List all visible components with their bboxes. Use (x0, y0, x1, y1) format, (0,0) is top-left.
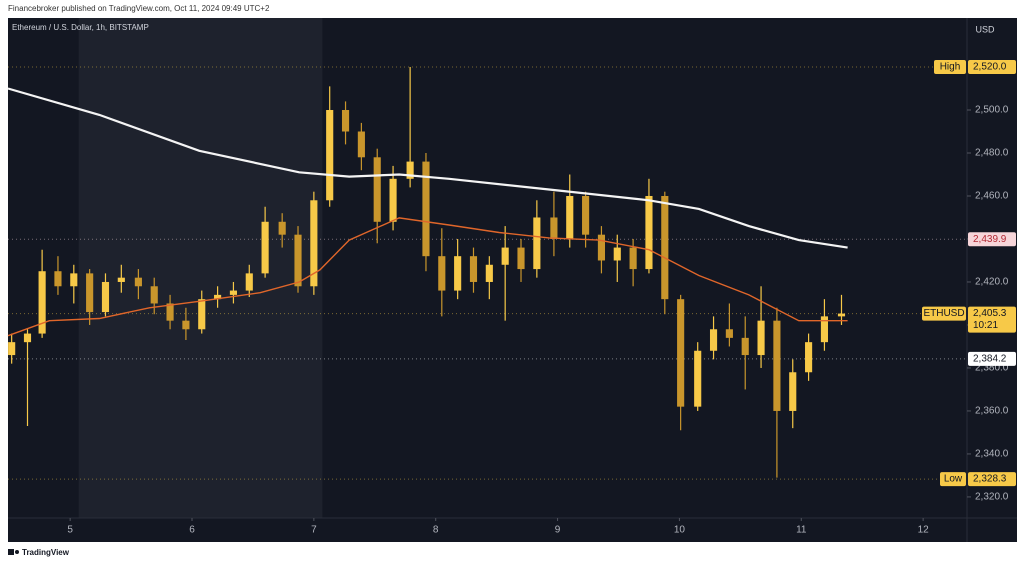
candle-body (582, 195, 590, 235)
candle-body (294, 234, 302, 287)
candle-body (245, 273, 253, 291)
candle-body (773, 320, 781, 411)
candle-body (229, 290, 237, 295)
moving-average (7, 87, 848, 249)
candle-body (150, 286, 158, 304)
candle-body (789, 372, 797, 411)
session-shade (78, 18, 323, 518)
candle-body (261, 221, 269, 274)
x-tick-label: 12 (918, 525, 930, 536)
price-tag-name-box (940, 472, 966, 487)
candle-body (501, 247, 509, 265)
candle-body (438, 256, 446, 291)
candle-body (422, 161, 430, 257)
price-tag-label: 2,328.3 (973, 474, 1007, 485)
x-tick-label: 5 (67, 525, 73, 536)
candle-body (86, 273, 94, 313)
candle-body (709, 329, 718, 351)
candle-body (805, 342, 813, 373)
candle-body (694, 350, 702, 407)
candle-body (326, 110, 334, 201)
candle-body (820, 316, 828, 343)
candle-body (837, 313, 846, 317)
candle-body (38, 271, 46, 334)
candle-body (645, 195, 653, 270)
candle-body (310, 200, 318, 287)
candle-body (485, 264, 493, 282)
candle-body (757, 320, 765, 356)
candle-body (70, 273, 78, 287)
y-tick-label: 2,320.0 (975, 492, 1009, 503)
candle-body (613, 247, 621, 261)
x-tick-label: 8 (433, 525, 439, 536)
price-tag (968, 351, 1016, 366)
price-tag-label: 2,439.9 (973, 234, 1007, 245)
candle-body (725, 329, 733, 338)
price-tag (968, 232, 1016, 247)
candle-body (198, 299, 206, 330)
candle-body (406, 161, 414, 179)
y-tick-label: 2,500.0 (975, 105, 1009, 116)
logo-mark (15, 550, 19, 554)
candle-body (597, 234, 605, 261)
candle-body (454, 256, 462, 291)
candle-body (661, 195, 669, 300)
candle-body (214, 294, 222, 300)
candle-body (389, 178, 397, 222)
candle-body (101, 281, 110, 313)
candle-body (469, 256, 478, 282)
currency: USD (975, 24, 995, 34)
countdown: 10:21 (973, 320, 998, 331)
price-tag-label: 2,520.0 (973, 62, 1007, 73)
price-tag-name: Low (944, 474, 963, 485)
candle-body (357, 131, 365, 158)
candle-body (517, 247, 525, 270)
footer-logo (8, 549, 19, 555)
candle-body (166, 303, 174, 321)
price-tag-label: 2,384.2 (973, 354, 1007, 365)
y-tick-label: 2,360.0 (975, 406, 1009, 417)
candle-body (533, 217, 541, 270)
logo-mark (8, 549, 14, 555)
candle-body (550, 217, 558, 239)
candle-body (278, 221, 286, 235)
price-tag-name-box (922, 306, 966, 321)
chart-title: Ethereum / U.S. Dollar, 1h, BITSTAMP (12, 23, 149, 32)
price-tag-name: ETHUSD (923, 308, 964, 319)
plot (8, 18, 967, 518)
candle-body (741, 337, 749, 356)
y-tick-label: 2,340.0 (975, 449, 1009, 460)
candle-body (629, 247, 637, 270)
x-tick-label: 6 (189, 525, 195, 536)
y-tick-label: 2,420.0 (975, 277, 1009, 288)
candle-body (373, 157, 381, 222)
price-tag (968, 472, 1016, 487)
candle-body (182, 320, 190, 330)
y-tick-label: 2,480.0 (975, 148, 1009, 159)
candle-body (134, 277, 142, 287)
footer: TradingView (22, 548, 70, 557)
x-tick-label: 10 (674, 525, 686, 536)
price-tag (968, 306, 1016, 333)
price-tag-label: 2,405.3 (973, 308, 1007, 319)
price-tag (968, 60, 1016, 75)
moving-average (7, 217, 848, 337)
candle-body (566, 195, 574, 239)
price-tag-name-box (934, 60, 966, 75)
y-tick-label: 2,460.0 (975, 191, 1009, 202)
candle-body (23, 333, 32, 343)
x-tick-label: 11 (796, 525, 807, 536)
candle-body (677, 299, 685, 407)
candle-body (341, 110, 350, 132)
header: Financebroker published on TradingView.c… (8, 4, 270, 13)
x-tick-label: 7 (311, 525, 317, 536)
x-tick-label: 9 (555, 525, 561, 536)
candle-body (8, 342, 16, 356)
candle-body (54, 271, 62, 287)
price-tag-name: High (940, 62, 961, 73)
candle-body (117, 277, 125, 282)
y-tick-label: 2,380.0 (975, 363, 1009, 374)
